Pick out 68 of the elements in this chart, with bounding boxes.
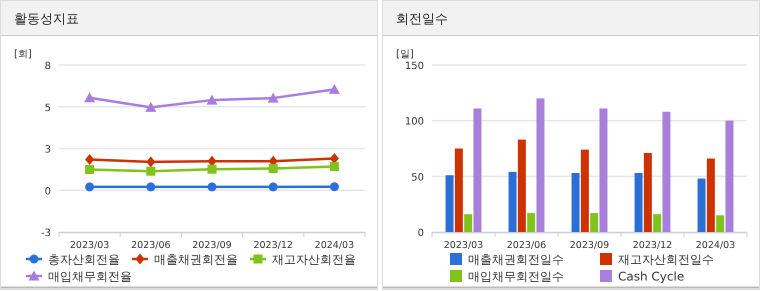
point: [208, 164, 216, 174]
x-tick-label: 2023/12: [632, 240, 672, 251]
bar: [716, 215, 724, 232]
bar: [527, 213, 536, 232]
y-tick-label: 50: [411, 172, 424, 184]
y-tick-label: 0: [44, 186, 51, 198]
x-tick-label: 2023/12: [253, 240, 293, 251]
legend-label: 재고자산회전일수: [618, 252, 714, 266]
y-tick-label: 100: [404, 116, 424, 128]
point: [146, 182, 156, 192]
y-tick-label: 150: [404, 61, 424, 72]
point: [330, 182, 339, 192]
point: [328, 84, 340, 94]
y-tick-label: 8: [44, 61, 51, 72]
point: [85, 165, 94, 174]
chart-title: 활동성지표: [14, 12, 79, 27]
bar: [572, 172, 580, 232]
point: [268, 92, 279, 103]
bar: [698, 178, 706, 232]
y-tick-label: -3: [41, 228, 51, 239]
y-axis-title: [일]: [396, 49, 414, 60]
legend-label: 재고자산회전율: [272, 252, 356, 266]
x-tick-label: 2023/09: [192, 240, 232, 251]
bar: [644, 152, 652, 232]
point: [85, 182, 94, 192]
legend-label: 매입채무회전율: [48, 270, 132, 284]
bar: [653, 214, 662, 232]
point: [268, 164, 278, 174]
bar: [580, 150, 589, 232]
point: [146, 156, 156, 168]
bar: [446, 175, 454, 232]
point: [85, 154, 94, 166]
y-tick-label: 0: [418, 228, 424, 239]
bar: [634, 172, 643, 232]
bar: [706, 158, 715, 232]
x-tick-label: 2024/03: [696, 240, 736, 251]
x-tick-label: 2023/06: [131, 240, 171, 251]
bar: [508, 172, 517, 232]
bar: [536, 98, 544, 232]
bar: [518, 140, 526, 232]
x-tick-label: 2023/03: [444, 240, 484, 251]
point: [330, 162, 339, 172]
legend-label: 매출채권회전율: [154, 252, 238, 266]
legend-label: Cash Cycle: [618, 270, 684, 284]
bar: [725, 120, 734, 232]
point: [206, 94, 218, 105]
legend-label: 총자산회전율: [48, 252, 120, 266]
x-tick-label: 2023/06: [506, 240, 546, 251]
point: [268, 182, 278, 192]
legend-label: 매출채권회전일수: [468, 252, 564, 266]
x-tick-label: 2024/03: [314, 240, 354, 251]
bar: [454, 148, 463, 232]
y-axis-title: [회]: [14, 49, 32, 60]
y-tick-label: 3: [44, 144, 51, 156]
legend-label: 매입채무회전일수: [468, 270, 564, 284]
bar: [590, 213, 598, 232]
bar: [662, 112, 670, 232]
point: [146, 166, 156, 176]
x-tick-label: 2023/03: [70, 240, 110, 251]
point: [84, 92, 96, 102]
bar: [473, 108, 482, 232]
chart-title: 회전일수: [396, 12, 448, 27]
bar: [464, 214, 472, 232]
point: [208, 182, 216, 192]
x-tick-label: 2023/09: [570, 240, 610, 251]
point: [145, 102, 156, 112]
y-tick-label: 5: [44, 102, 51, 114]
bar: [599, 108, 608, 232]
